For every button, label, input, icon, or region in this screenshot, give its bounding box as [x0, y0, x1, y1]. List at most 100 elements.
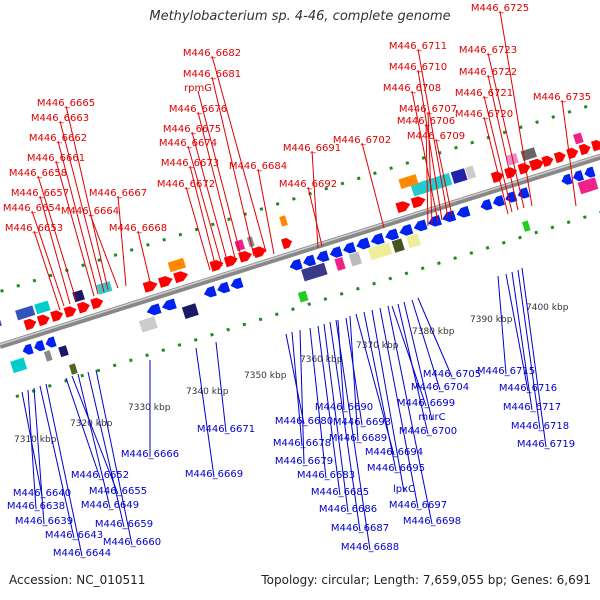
forward-gene-label: M446_6721 — [455, 88, 513, 99]
reverse-gene-label: M446_6697 — [389, 500, 447, 511]
reverse-gene-arrow — [329, 246, 343, 258]
kbp-tick-label: 7380 kbp — [412, 327, 455, 337]
reverse-gene-arrow — [480, 199, 493, 211]
reverse-feature-box — [58, 345, 69, 358]
forward-feature-box — [167, 257, 186, 273]
forward-feature-box — [15, 305, 36, 321]
forward-gene-arrow — [90, 297, 104, 310]
forward-feature-box — [96, 281, 113, 295]
forward-gene-arrow — [410, 196, 426, 209]
forward-gene-label: M446_6722 — [459, 67, 517, 78]
reverse-gene-label: M446_6699 — [397, 398, 455, 409]
forward-gene-label-leader — [59, 120, 105, 293]
reverse-gene-label: M446_6644 — [53, 548, 111, 559]
reverse-gene-label: M446_6694 — [365, 447, 423, 458]
reverse-feature-box — [522, 220, 531, 232]
forward-gene-label-leader — [187, 145, 223, 267]
reverse-gene-label: M446_6679 — [275, 456, 333, 467]
reverse-gene-label-leader — [337, 319, 345, 411]
reverse-gene-label: M446_6669 — [185, 469, 243, 480]
reverse-gene-label-leader — [77, 373, 111, 509]
reverse-gene-label: M446_6643 — [45, 530, 103, 541]
forward-gene-label-leader — [55, 160, 95, 297]
reverse-feature-box — [301, 262, 328, 282]
forward-gene-label-leader — [197, 90, 243, 261]
forward-gene-label: M446_6691 — [283, 143, 341, 154]
forward-feature-box — [465, 165, 477, 180]
forward-gene-label-leader — [31, 210, 65, 307]
forward-gene-label: M446_6657 — [11, 188, 69, 199]
forward-gene-label-leader — [411, 90, 439, 223]
reverse-gene-label-leader — [323, 323, 349, 513]
forward-feature-box — [520, 147, 537, 161]
reverse-gene-label: M446_6700 — [399, 426, 457, 437]
reverse-gene-arrow — [289, 258, 303, 271]
reverse-gene-arrow — [442, 210, 457, 223]
reverse-gene-label: M446_6666 — [121, 449, 179, 460]
kbp-tick-label: 7390 kbp — [470, 315, 513, 325]
forward-gene-label: M446_6674 — [159, 138, 217, 149]
forward-gene-label: M446_6720 — [455, 109, 513, 120]
reverse-gene-label-leader — [403, 301, 433, 421]
reverse-gene-label-leader — [291, 331, 303, 447]
reverse-feature-box — [10, 357, 28, 374]
reverse-gene-arrow — [161, 298, 177, 311]
reverse-gene-label-leader — [417, 297, 453, 378]
forward-gene-arrow — [517, 163, 531, 175]
reverse-gene-label: M446_6719 — [517, 439, 575, 450]
forward-gene-arrow — [281, 237, 292, 250]
reverse-feature-box — [391, 238, 405, 253]
reverse-gene-label: M446_6689 — [329, 433, 387, 444]
reverse-gene-label-leader — [309, 327, 327, 479]
reverse-gene-arrow — [370, 233, 385, 245]
forward-gene-label-leader — [561, 99, 577, 207]
forward-gene-label-leader — [33, 230, 61, 311]
reverse-gene-arrow — [573, 170, 584, 182]
accession-label: Accession: NC_010511 — [9, 573, 146, 587]
forward-gene-label: M446_6661 — [27, 153, 85, 164]
reverse-feature-box — [577, 177, 599, 195]
reverse-gene-arrow — [584, 166, 596, 178]
reverse-gene-arrow — [34, 340, 46, 352]
reverse-gene-label-leader — [335, 319, 371, 551]
forward-gene-label-leader — [211, 76, 255, 257]
forward-gene-label: M446_6692 — [279, 179, 337, 190]
reverse-gene-label-leader — [95, 369, 133, 546]
forward-feature-box — [72, 289, 85, 303]
forward-gene-label-leader — [487, 74, 519, 211]
forward-gene-arrow — [142, 280, 158, 293]
forward-gene-arrow — [63, 306, 77, 318]
map-title: Methylobacterium sp. 4-46, complete geno… — [149, 9, 451, 24]
reverse-gene-label-leader — [195, 347, 215, 478]
reverse-gene-label: M446_6715 — [477, 366, 535, 377]
forward-gene-label: M446_6658 — [9, 168, 67, 179]
reverse-gene-label: M446_6695 — [367, 463, 425, 474]
reverse-gene-label-leader — [317, 325, 341, 496]
forward-gene-label: M446_6668 — [109, 223, 167, 234]
forward-gene-label-leader — [37, 175, 77, 301]
reverse-gene-label: M446_6716 — [499, 383, 557, 394]
forward-gene-arrow — [252, 246, 267, 259]
forward-feature-box — [410, 173, 453, 197]
forward-gene-label-leader — [211, 55, 267, 253]
reverse-gene-label-leader — [87, 371, 125, 528]
reverse-gene-label: M446_6686 — [319, 504, 377, 515]
reverse-gene-label-leader — [299, 329, 305, 465]
reverse-gene-arrow — [217, 281, 231, 294]
genome-backbone — [0, 153, 600, 349]
reverse-gene-label: M446_6705 — [423, 369, 481, 380]
reverse-gene-label-leader — [363, 311, 397, 472]
reverse-feature-box — [69, 363, 78, 375]
forward-gene-label: M446_6675 — [163, 124, 221, 135]
forward-gene-arrow — [395, 201, 411, 213]
forward-gene-label-leader — [137, 230, 151, 283]
reverse-gene-label-leader — [71, 375, 119, 495]
forward-feature-box — [573, 132, 584, 145]
forward-gene-label-leader — [307, 186, 323, 247]
reverse-gene-label-leader — [497, 275, 507, 375]
forward-gene-label: M446_6676 — [169, 104, 227, 115]
reverse-gene-label: M446_6688 — [341, 542, 399, 553]
reverse-gene-arrow — [456, 205, 471, 218]
forward-gene-label-leader — [311, 150, 319, 249]
reverse-gene-arrow — [356, 237, 371, 250]
